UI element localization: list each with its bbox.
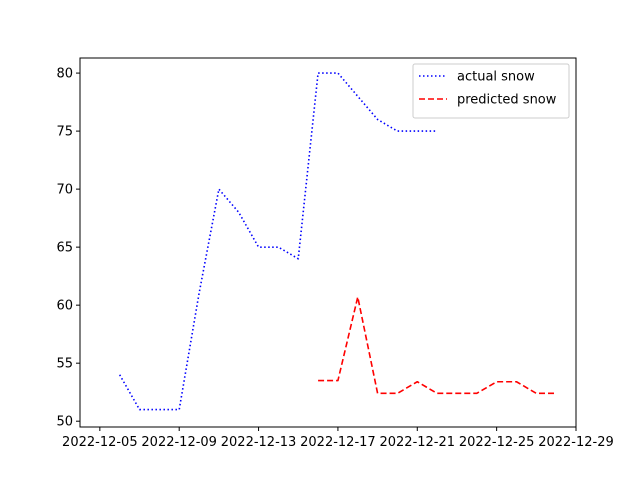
y-tick-label: 55 [56,357,73,372]
series-layer [118,72,557,411]
legend-label: predicted snow [457,93,557,108]
legend-box [412,63,570,119]
x-tick-label: 2022-12-29 [538,435,614,450]
plot-area [80,58,576,427]
legend-label: actual snow [457,70,535,85]
y-tick-label: 60 [56,299,73,314]
y-tick-label: 80 [56,67,73,82]
plot-frame [79,57,577,428]
y-axis: 50 55 60 65 70 75 80 [56,67,80,430]
x-tick-label: 2022-12-21 [379,435,455,450]
legend: actual snow predicted snow [412,63,570,119]
y-tick-label: 75 [56,125,73,140]
x-tick-label: 2022-12-13 [221,435,297,450]
x-tick-label: 2022-12-25 [459,435,535,450]
series-line-actual-snow [118,72,438,411]
x-axis: 2022-12-05 2022-12-09 2022-12-13 2022-12-17… [62,427,614,450]
x-tick-label: 2022-12-09 [141,435,217,450]
series-line-predicted-snow [318,296,557,395]
x-tick-label: 2022-12-05 [62,435,138,450]
y-tick-label: 50 [56,415,73,430]
y-tick-label: 65 [56,241,73,256]
x-tick-label: 2022-12-17 [300,435,376,450]
y-tick-label: 70 [56,183,73,198]
